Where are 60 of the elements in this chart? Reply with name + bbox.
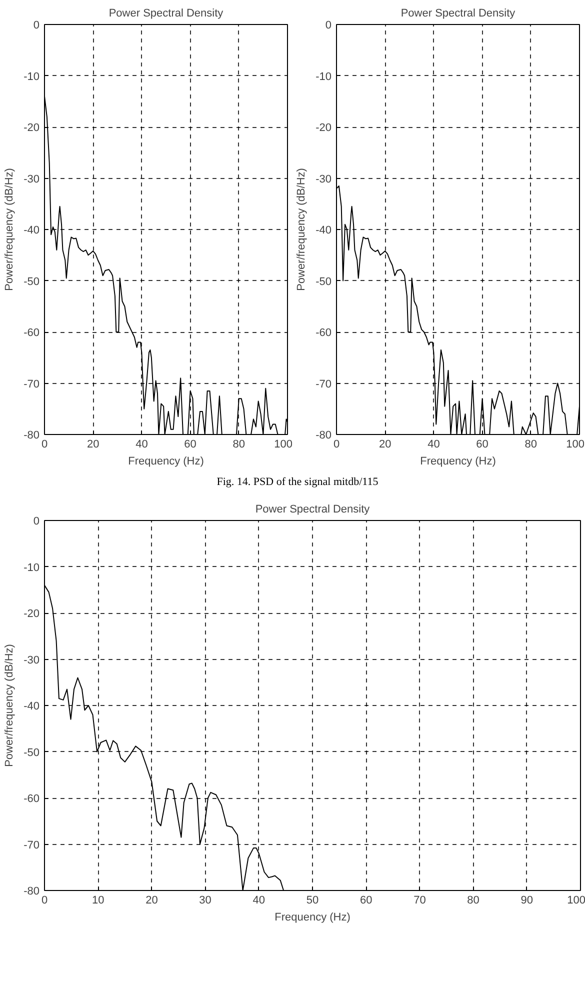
x-tick-label: 10 [92,894,104,906]
y-tick-label: -60 [316,327,332,339]
y-tick-label: -30 [316,173,332,186]
y-axis-title: Power/frequency (dB/Hz) [4,644,16,767]
y-tick-label: -40 [24,700,40,712]
y-tick-label: -10 [316,70,332,83]
y-tick-label: -60 [24,327,40,339]
x-tick-label: 40 [136,438,148,450]
x-tick-label: 100 [274,438,293,450]
chart-title: Power Spectral Density [108,8,224,20]
x-tick-label: 60 [476,438,488,450]
y-tick-label: -80 [24,885,40,898]
x-tick-label: 30 [199,894,212,906]
x-axis-title: Frequency (Hz) [128,456,204,468]
y-tick-label: -40 [24,224,40,236]
y-tick-label: 0 [33,515,40,528]
y-tick-label: -80 [24,430,40,442]
x-tick-label: 70 [414,894,426,906]
y-tick-label: -20 [316,122,332,134]
x-tick-label: 90 [520,894,534,906]
x-tick-label: 0 [41,438,48,450]
x-tick-label: 40 [428,438,440,450]
x-tick-label: 60 [360,894,372,906]
y-tick-label: -70 [24,378,40,390]
y-tick-label: -20 [24,122,40,134]
x-axis-title: Frequency (Hz) [274,911,350,924]
y-tick-label: -50 [24,746,40,758]
x-axis-title: Frequency (Hz) [420,456,496,468]
chart-title: Power Spectral Density [400,8,516,20]
x-tick-label: 40 [252,894,266,906]
x-tick-label: 80 [232,438,246,450]
y-tick-label: -10 [24,561,40,574]
y-tick-label: -50 [316,276,332,288]
x-tick-label: 100 [566,438,585,450]
y-axis-title: Power/frequency (dB/Hz) [4,168,16,291]
y-tick-label: -70 [24,838,40,851]
y-tick-label: -40 [316,224,332,236]
x-tick-label: 0 [41,894,48,906]
x-tick-label: 20 [146,894,158,906]
y-tick-label: -30 [24,173,40,186]
y-axis-title: Power/frequency (dB/Hz) [296,168,308,291]
x-tick-label: 50 [306,894,319,906]
y-tick-label: -50 [24,276,40,288]
y-tick-label: -30 [24,654,40,666]
x-tick-label: 80 [467,894,480,906]
x-tick-label: 80 [524,438,538,450]
chart-title: Power Spectral Density [255,503,370,516]
y-tick-label: -20 [24,608,40,620]
y-tick-label: -70 [316,378,332,390]
x-tick-label: 20 [378,438,392,450]
y-tick-label: -10 [24,70,40,83]
x-tick-label: 20 [86,438,100,450]
y-tick-label: -60 [24,792,40,805]
y-tick-label: 0 [325,20,332,32]
caption: Fig. 14. PSD of the signal mitdb/115 [216,475,378,490]
x-tick-label: 0 [333,438,340,450]
y-tick-label: 0 [33,20,40,32]
y-tick-label: -80 [316,430,332,442]
x-tick-label: 60 [184,438,196,450]
x-tick-label: 100 [567,894,585,906]
